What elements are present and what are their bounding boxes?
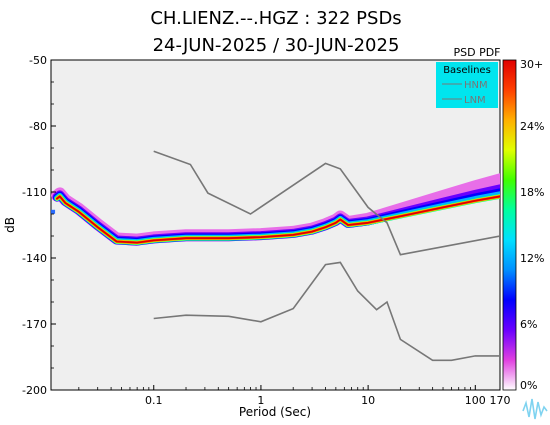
x-tick-label: 170	[490, 394, 511, 407]
baseline-hnm-line	[153, 150, 500, 256]
colorbar-tick-label: 12%	[520, 252, 544, 265]
x-tick-label: 10	[361, 394, 375, 407]
colorbar-tick-label: 0%	[520, 379, 537, 392]
chart-subtitle: 24-JUN-2025 / 30-JUN-2025	[153, 35, 400, 56]
colorbar-tick-label: 6%	[520, 318, 537, 331]
logo-icon	[521, 393, 548, 423]
x-tick-label: 100	[465, 394, 486, 407]
y-axis: -50 -80 -110 -140 -170 -200	[22, 54, 56, 397]
y-tick-label: -50	[29, 54, 47, 67]
pdf-band-layer	[56, 195, 500, 244]
legend-title: Baselines	[443, 65, 491, 76]
pdf-outlier-point	[47, 258, 51, 262]
y-tick-label: -110	[22, 186, 47, 199]
legend: Baselines HNM LNM	[436, 62, 498, 108]
x-axis: 0.1 1 10 100 170	[78, 385, 511, 407]
x-axis-label: Period (Sec)	[239, 405, 311, 419]
colorbar-tick-label: 24%	[520, 120, 544, 133]
y-tick-label: -200	[22, 384, 47, 397]
colorbar	[502, 59, 517, 391]
y-axis-label: dB	[3, 217, 17, 233]
y-tick-label: -80	[29, 120, 47, 133]
pdf-density-band	[47, 173, 500, 262]
y-tick-label: -140	[22, 252, 47, 265]
pdf-outlier-point	[47, 240, 51, 244]
baseline-lnm-line	[153, 261, 500, 362]
colorbar-tick-label: 30+	[520, 58, 543, 71]
y-tick-label: -170	[22, 318, 47, 331]
pdf-outlier-point	[51, 209, 56, 214]
legend-label-lnm: LNM	[464, 95, 486, 106]
legend-box	[436, 62, 498, 108]
colorbar-tick-label: 18%	[520, 186, 544, 199]
colorbar-ticks: 30+ 24% 18% 12% 6% 0%	[520, 58, 544, 392]
chart-title: CH.LIENZ.--.HGZ : 322 PSDs	[150, 8, 401, 29]
x-tick-label: 1	[257, 394, 264, 407]
plot-area	[50, 59, 501, 391]
x-tick-label: 0.1	[145, 394, 163, 407]
colorbar-title: PSD PDF	[453, 46, 500, 59]
legend-label-hnm: HNM	[464, 80, 488, 91]
baseline-curves	[153, 150, 500, 362]
